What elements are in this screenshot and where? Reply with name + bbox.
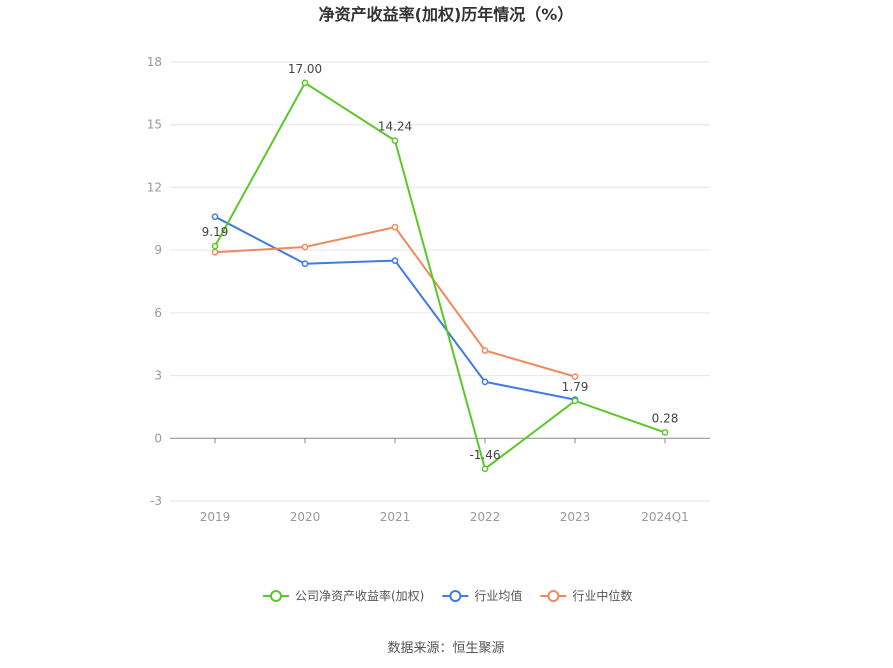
y-axis: -3 0 3 6 9 12 15 18 (147, 55, 162, 508)
y-tick-label: 6 (154, 306, 162, 320)
data-source: 数据来源：恒生聚源 (387, 641, 504, 656)
x-tick-label: 2022 (470, 510, 501, 524)
x-tick-label: 2024Q1 (641, 510, 689, 524)
data-point[interactable] (301, 260, 309, 268)
legend-label[interactable]: 公司净资产收益率(加权) (295, 588, 424, 603)
y-tick-label: -3 (150, 494, 162, 508)
data-point[interactable] (211, 213, 219, 221)
series-line (214, 81, 666, 471)
legend-swatch-marker[interactable] (270, 590, 282, 602)
y-tick-label: 3 (154, 369, 162, 383)
legend[interactable]: 公司净资产收益率(加权) 行业均值 行业中位数 (263, 588, 632, 603)
legend-swatch-marker[interactable] (449, 590, 462, 602)
data-labels: 9.19 17.00 14.24 -1.46 1.79 0.28 (202, 62, 679, 462)
data-point[interactable] (571, 373, 579, 380)
data-point[interactable] (661, 429, 669, 436)
data-label: 1.79 (562, 380, 589, 394)
y-tick-label: 12 (147, 180, 162, 194)
series-line (214, 226, 576, 378)
data-label: 9.19 (202, 225, 229, 239)
x-tick-label: 2023 (560, 510, 591, 524)
data-label: 17.00 (288, 62, 322, 76)
y-tick-label: 9 (154, 243, 162, 257)
data-point[interactable] (391, 223, 399, 231)
data-point[interactable] (391, 257, 399, 264)
data-point[interactable] (481, 378, 489, 386)
data-point[interactable] (481, 465, 489, 473)
data-label: 0.28 (652, 411, 679, 425)
data-point[interactable] (301, 243, 309, 251)
data-point[interactable] (301, 79, 309, 87)
data-label: 14.24 (378, 120, 412, 134)
legend-label[interactable]: 行业中位数 (572, 588, 632, 603)
x-axis: 2019 2020 2021 2022 2023 2024Q1 (170, 437, 710, 524)
y-tick-label: 0 (154, 431, 162, 445)
data-point[interactable] (391, 137, 399, 144)
x-tick-label: 2019 (200, 510, 231, 524)
legend-label[interactable]: 行业均值 (474, 588, 522, 603)
x-tick-label: 2021 (380, 510, 411, 524)
data-point[interactable] (571, 397, 579, 405)
data-point[interactable] (481, 347, 489, 354)
x-tick-label: 2020 (290, 510, 321, 524)
data-point[interactable] (211, 242, 219, 250)
data-point[interactable] (211, 248, 219, 256)
y-tick-label: 15 (147, 118, 162, 132)
grid (170, 61, 710, 502)
series-line (214, 215, 576, 401)
legend-swatch-marker[interactable] (547, 590, 560, 602)
data-label: -1.46 (469, 448, 500, 462)
series-group (211, 79, 669, 473)
y-tick-label: 18 (147, 55, 162, 69)
chart-title: 净资产收益率(加权)历年情况（%） (319, 5, 574, 24)
